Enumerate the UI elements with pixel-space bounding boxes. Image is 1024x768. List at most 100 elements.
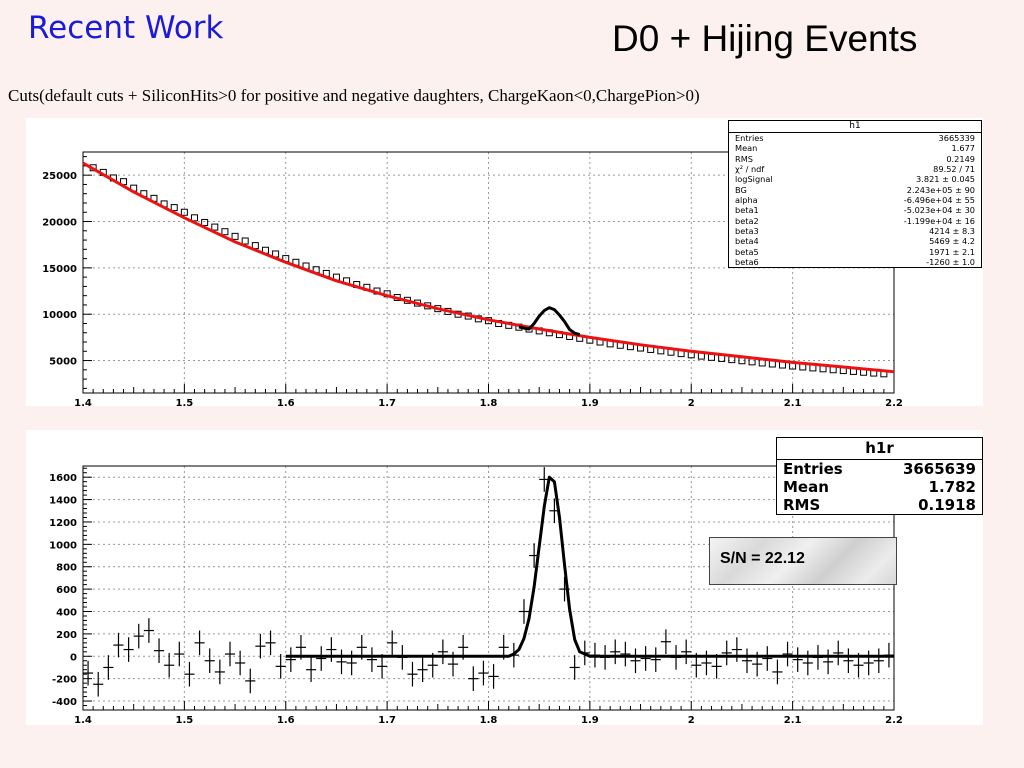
stats-row: beta2 -1.199e+04 ± 16	[729, 216, 981, 226]
data-point	[170, 204, 178, 212]
x-tick-label: 2	[688, 715, 695, 725]
data-point	[762, 646, 773, 671]
data-point	[211, 223, 219, 231]
y-tick-label: 200	[56, 630, 77, 641]
stats-row: Entries 3665339	[729, 133, 981, 143]
y-tick-label: 600	[56, 585, 77, 596]
stats-label: Entries	[783, 460, 843, 478]
data-point	[336, 649, 347, 675]
stats-row: Mean 1.782	[777, 478, 982, 496]
data-point	[241, 237, 249, 245]
stats-row: RMS 0.1918	[777, 496, 982, 514]
stats-value: -6.496e+04 ± 55	[903, 195, 975, 206]
x-tick-label: 1.9	[581, 715, 599, 725]
stats-value: 89.52 / 71	[933, 164, 975, 175]
y-tick-label: 400	[56, 608, 77, 619]
data-point	[488, 664, 499, 689]
data-point	[201, 218, 209, 226]
stats-label: beta3	[735, 226, 759, 237]
data-point	[721, 640, 732, 666]
stats-label: beta2	[735, 215, 759, 226]
data-point	[728, 356, 736, 364]
data-point	[376, 654, 388, 679]
data-point	[843, 648, 854, 674]
x-tick-label: 1.8	[480, 715, 498, 725]
data-point	[180, 208, 188, 216]
top-histogram-panel: 1.4 1.5 1.6 1.7 1.8 1.9 2 2.1 2.2 5000 10000 15000 2…	[26, 118, 983, 406]
data-point	[194, 630, 205, 656]
data-point	[610, 639, 621, 665]
x-tick-label: 2.1	[784, 398, 802, 406]
data-point	[407, 661, 418, 687]
stats-value: 1.677	[951, 143, 975, 154]
stats-row: beta1 -5.023e+04 ± 30	[729, 205, 981, 215]
data-point	[204, 648, 215, 674]
data-point	[133, 623, 144, 649]
stats-value: -1.199e+04 ± 16	[903, 215, 975, 226]
data-point	[437, 639, 448, 665]
y-tick-label: 20000	[42, 218, 77, 229]
data-point	[468, 666, 479, 691]
stats-label: beta4	[735, 236, 759, 247]
data-point	[366, 647, 377, 672]
data-point	[792, 647, 803, 672]
data-point	[164, 652, 175, 678]
data-point	[660, 629, 671, 655]
data-point	[620, 641, 631, 667]
stats-label: logSignal	[735, 174, 773, 185]
data-point	[417, 657, 428, 683]
data-point	[174, 641, 185, 667]
data-point	[823, 649, 834, 675]
data-point	[153, 638, 165, 663]
stats-row: beta5 1971 ± 2.1	[729, 247, 981, 257]
y-tick-label: 0	[70, 652, 77, 663]
data-point	[265, 630, 276, 656]
x-tick-label: 1.9	[581, 398, 599, 406]
data-point	[326, 637, 337, 662]
section-title: Recent Work	[28, 10, 224, 46]
data-point	[93, 671, 104, 697]
data-point	[772, 659, 783, 685]
stats-label: Entries	[735, 133, 764, 143]
stats-label: RMS	[783, 496, 821, 514]
stats-value: 2.243e+05 ± 90	[906, 184, 975, 195]
stats-box-title: h1	[729, 121, 981, 133]
data-point	[630, 648, 641, 674]
data-point	[191, 214, 199, 222]
stats-value: 4214 ± 8.3	[929, 226, 975, 237]
x-tick-label: 1.7	[378, 398, 396, 406]
data-point	[650, 647, 661, 672]
stats-row: RMS 0.2149	[729, 154, 981, 164]
data-point	[224, 641, 236, 667]
stats-value: 3665339	[938, 133, 975, 143]
data-point	[306, 657, 317, 683]
data-point	[569, 655, 580, 680]
x-tick-label: 1.7	[378, 715, 396, 725]
data-point	[235, 650, 246, 676]
stats-value: 3.821 ± 0.045	[916, 174, 975, 185]
signal-to-noise-label: S/N = 22.12	[709, 537, 897, 585]
x-tick-label: 2.2	[885, 715, 903, 725]
y-tick-label: 800	[56, 563, 77, 574]
stats-value: 1.782	[928, 478, 976, 496]
signal-curve	[518, 306, 581, 337]
y-tick-label: 5000	[49, 357, 77, 368]
stats-label: Mean	[783, 478, 829, 496]
data-point	[741, 648, 753, 674]
bottom-residual-panel: 1.4 1.5 1.6 1.7 1.8 1.9 2 2.1 2.2 -400 -200 0 200 400…	[26, 430, 983, 725]
data-point	[518, 599, 530, 624]
cuts-description: Cuts(default cuts + SiliconHits>0 for po…	[8, 86, 700, 105]
data-point	[113, 632, 124, 658]
x-tick-label: 2	[688, 398, 695, 406]
data-point	[255, 633, 266, 659]
stats-label: RMS	[735, 153, 753, 164]
data-point	[873, 648, 884, 674]
data-point	[316, 646, 327, 671]
y-tick-label: 10000	[42, 310, 77, 321]
stats-row: Mean 1.677	[729, 143, 981, 153]
stats-box-h1: h1 Entries 3665339 Mean 1.677 RMS 0.2149 χ² / …	[728, 120, 982, 269]
data-point	[221, 228, 229, 236]
x-tick-label: 1.8	[480, 398, 498, 406]
data-point	[214, 659, 225, 685]
stats-value: 3665639	[902, 460, 976, 478]
